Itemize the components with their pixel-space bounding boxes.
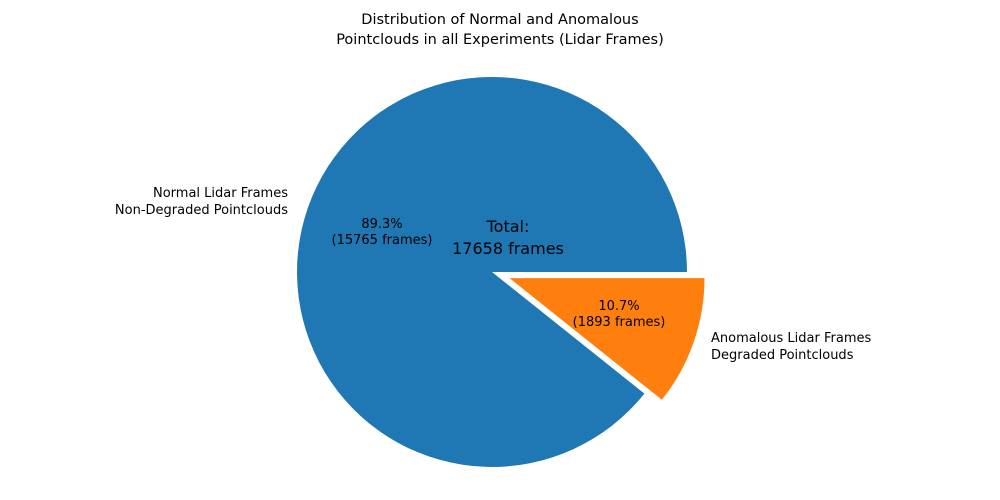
slice-label-normal: Normal Lidar Frames Non-Degraded Pointcl… <box>114 186 288 218</box>
pct-label-anomalous: 10.7% (1893 frames) <box>572 299 666 330</box>
chart-title: Distribution of Normal and Anomalous Poi… <box>336 12 664 48</box>
pie-slice-anomalous <box>509 278 705 400</box>
pct-label-normal: 89.3% (15765 frames) <box>331 217 433 248</box>
total-annotation: Total: 17658 frames <box>452 217 564 258</box>
pie-slice-normal <box>297 76 687 467</box>
slice-label-anomalous: Anomalous Lidar Frames Degraded Pointclo… <box>711 331 872 363</box>
